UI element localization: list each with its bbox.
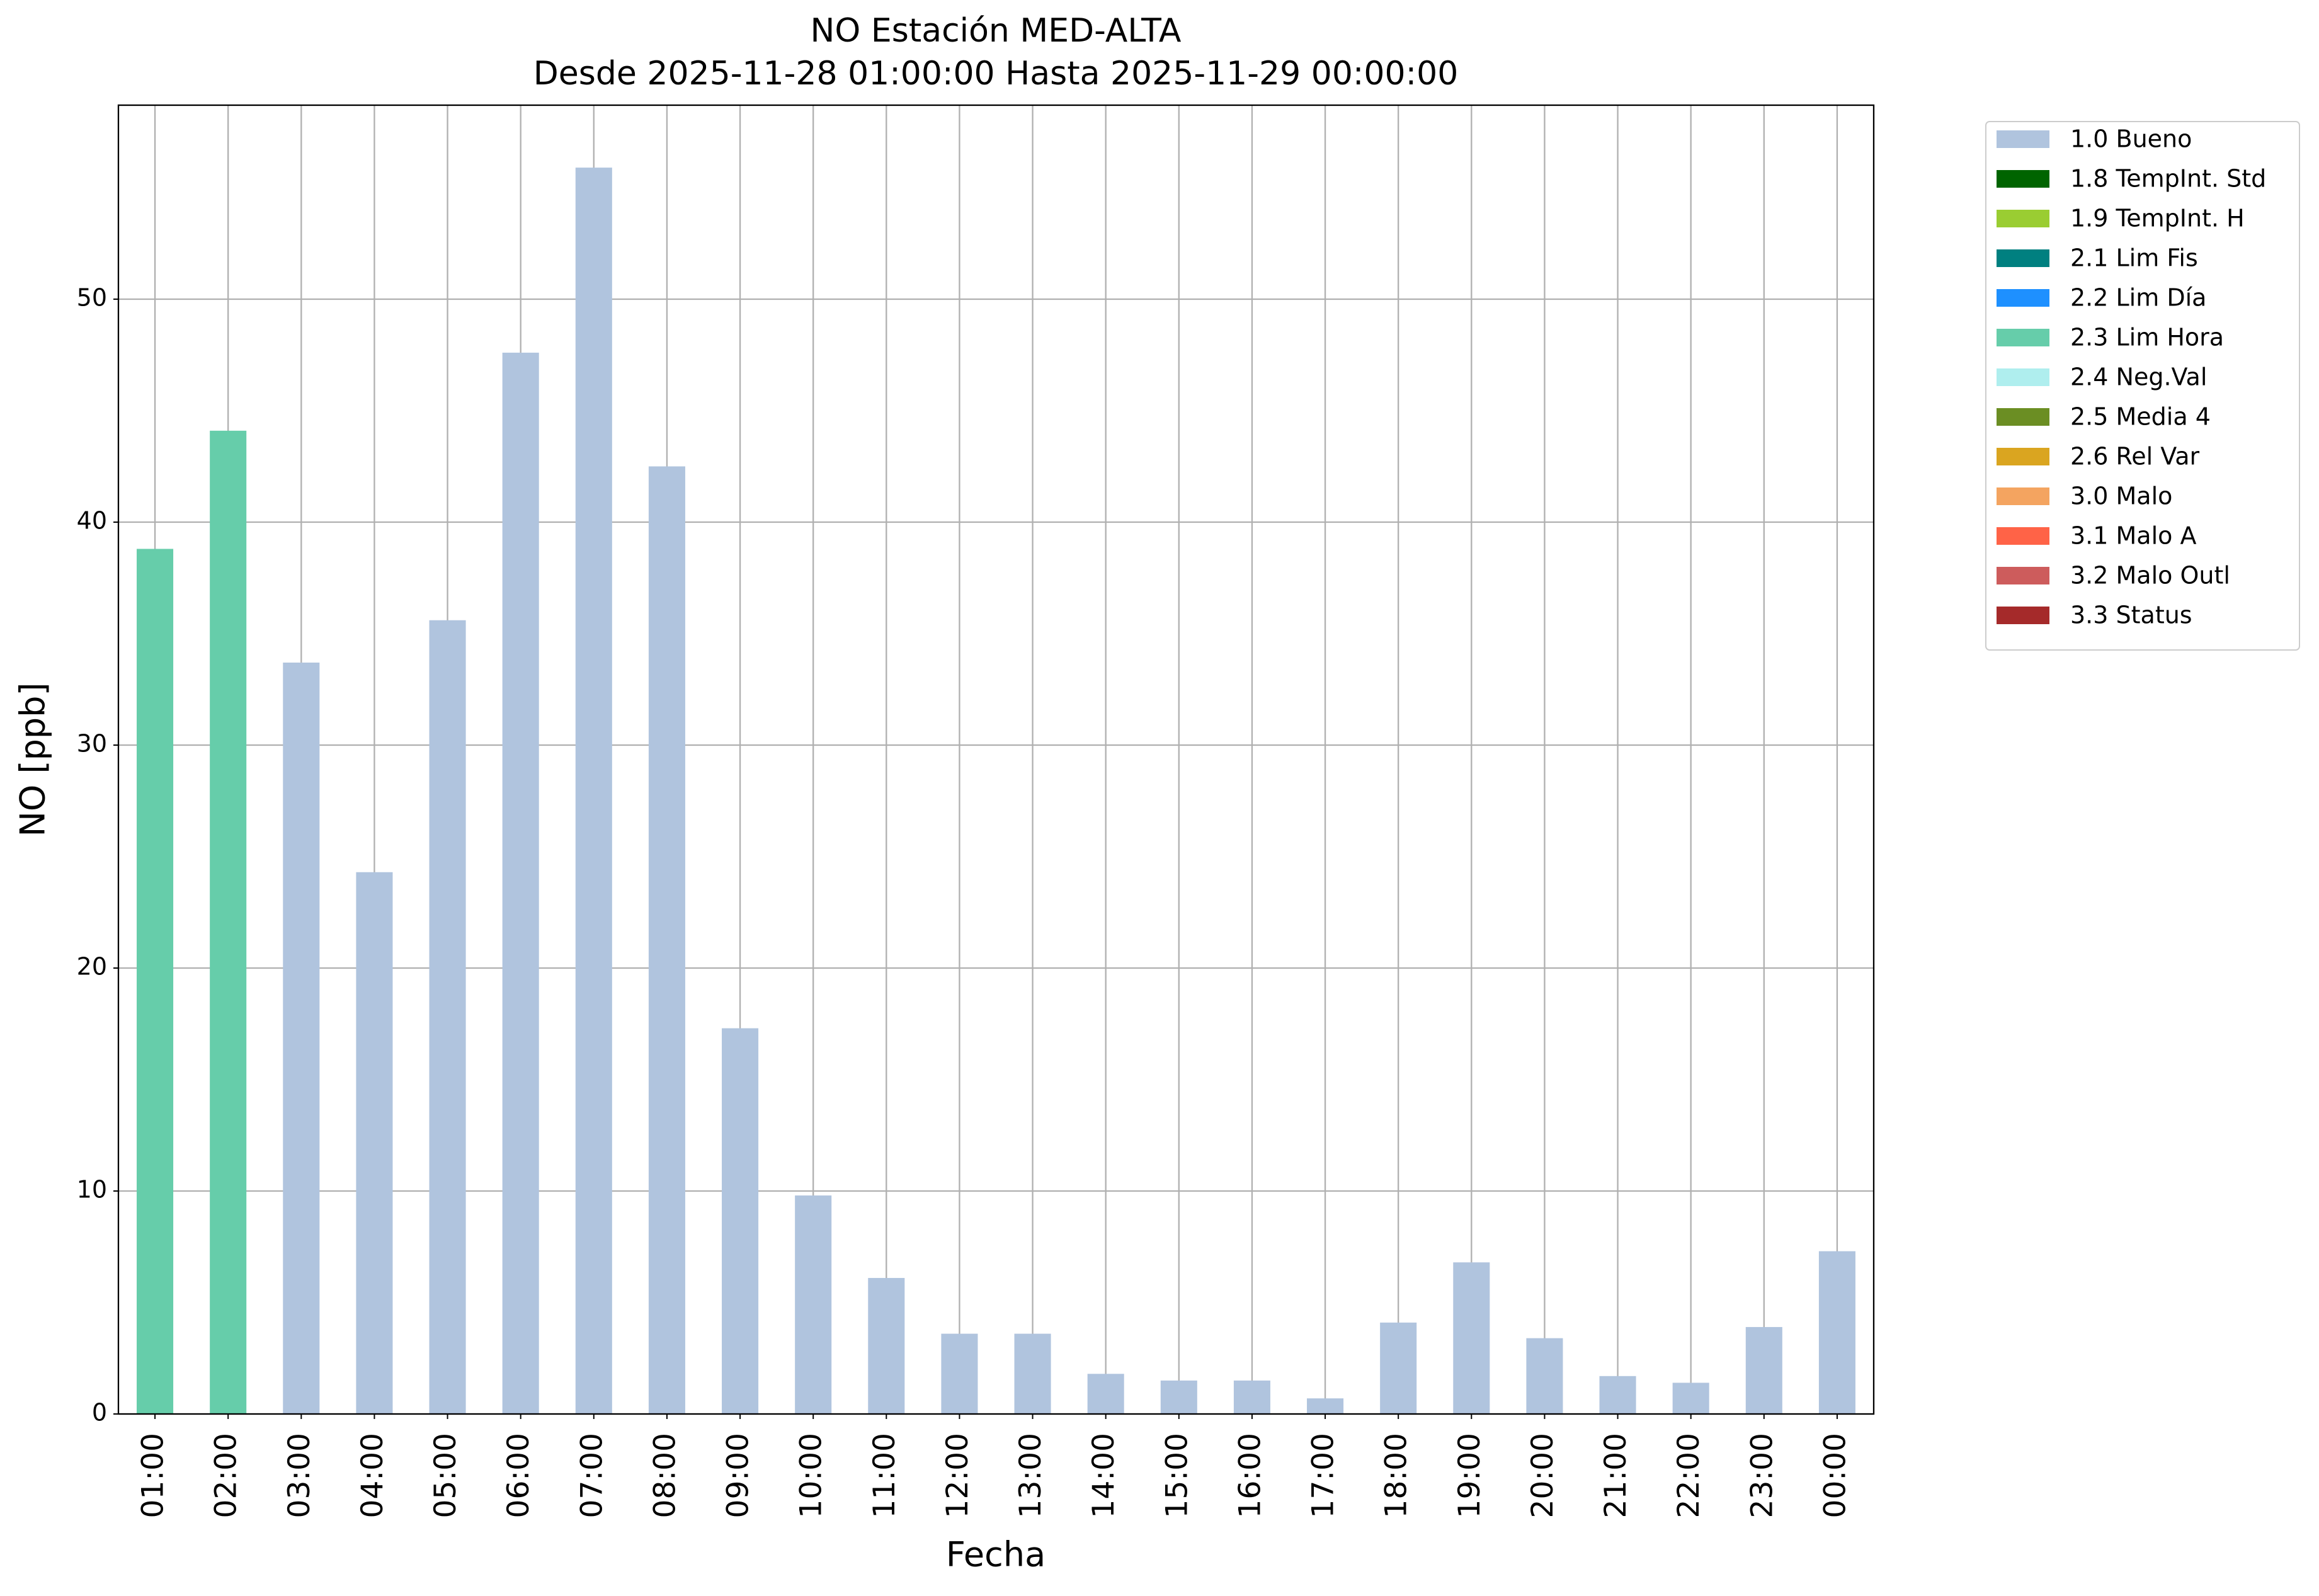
bar — [575, 168, 612, 1414]
chart-subtitle: Desde 2025-11-28 01:00:00 Hasta 2025-11-… — [533, 55, 1459, 93]
x-tick-label: 20:00 — [1525, 1433, 1560, 1518]
legend-swatch — [1997, 170, 2049, 188]
x-tick-label: 08:00 — [647, 1433, 682, 1518]
legend-label: 3.0 Malo — [2070, 482, 2172, 510]
bar — [1307, 1398, 1344, 1414]
x-tick-label: 05:00 — [428, 1433, 463, 1518]
chart-title: NO Estación MED-ALTA — [811, 12, 1182, 50]
legend-swatch — [1997, 567, 2049, 584]
legend-swatch — [1997, 368, 2049, 386]
bar — [1745, 1326, 1782, 1414]
bar — [1599, 1376, 1636, 1414]
x-tick-label: 07:00 — [574, 1433, 609, 1518]
legend-swatch — [1997, 210, 2049, 227]
x-tick-label: 01:00 — [136, 1433, 171, 1518]
bar — [1818, 1251, 1855, 1414]
x-axis-label: Fecha — [946, 1535, 1046, 1575]
bar — [1672, 1382, 1709, 1414]
x-tick-label: 11:00 — [867, 1433, 902, 1518]
bar — [1233, 1380, 1270, 1414]
bar — [1526, 1338, 1563, 1414]
bar — [1014, 1333, 1051, 1414]
legend-swatch — [1997, 527, 2049, 545]
x-tick-label: 21:00 — [1598, 1433, 1633, 1518]
y-tick-label: 30 — [77, 729, 107, 757]
bar — [1380, 1322, 1417, 1414]
legend-swatch — [1997, 408, 2049, 426]
x-tick-label: 23:00 — [1745, 1433, 1779, 1518]
legend-swatch — [1997, 607, 2049, 624]
bar — [868, 1278, 905, 1414]
bar — [502, 352, 539, 1414]
x-tick-label: 18:00 — [1379, 1433, 1414, 1518]
legend-label: 3.3 Status — [2070, 601, 2192, 629]
x-tick-label: 06:00 — [501, 1433, 536, 1518]
x-tick-label: 22:00 — [1672, 1433, 1706, 1518]
x-tick-label: 00:00 — [1818, 1433, 1852, 1518]
legend-label: 2.3 Lim Hora — [2070, 324, 2224, 351]
legend-label: 2.5 Media 4 — [2070, 403, 2211, 431]
x-tick-label: 16:00 — [1233, 1433, 1267, 1518]
legend-label: 2.2 Lim Día — [2070, 284, 2206, 312]
legend-label: 3.1 Malo A — [2070, 522, 2196, 550]
y-tick-label: 50 — [77, 283, 107, 311]
bar — [210, 430, 247, 1414]
x-tick-label: 19:00 — [1452, 1433, 1487, 1518]
bar — [941, 1333, 978, 1414]
bar — [1453, 1262, 1490, 1414]
legend-label: 3.2 Malo Outl — [2070, 562, 2230, 590]
y-axis-label: NO [ppb] — [13, 682, 53, 836]
legend-swatch — [1997, 448, 2049, 465]
bar — [137, 549, 174, 1414]
x-tick-label: 09:00 — [721, 1433, 756, 1518]
legend-swatch — [1997, 130, 2049, 148]
x-tick-label: 02:00 — [209, 1433, 244, 1518]
y-tick-label: 10 — [77, 1175, 107, 1203]
legend-swatch — [1997, 329, 2049, 346]
x-tick-label: 04:00 — [355, 1433, 390, 1518]
bar — [429, 620, 466, 1415]
x-tick-label: 13:00 — [1013, 1433, 1048, 1518]
x-tick-label: 14:00 — [1086, 1433, 1121, 1518]
plot-frame — [117, 104, 1875, 1415]
y-tick-label: 20 — [77, 952, 107, 980]
legend-box — [1985, 121, 2300, 651]
y-tick-label: 0 — [92, 1399, 107, 1427]
legend-label: 1.8 TempInt. Std — [2070, 165, 2266, 193]
bar — [795, 1195, 832, 1414]
x-tick-label: 10:00 — [794, 1433, 829, 1518]
bar — [1087, 1374, 1124, 1414]
legend-swatch — [1997, 249, 2049, 267]
bar — [648, 466, 685, 1414]
legend-label: 2.4 Neg.Val — [2070, 363, 2207, 391]
legend-label: 1.9 TempInt. H — [2070, 205, 2245, 232]
legend-label: 1.0 Bueno — [2070, 125, 2192, 153]
bar — [722, 1028, 759, 1414]
bar — [356, 872, 393, 1414]
legend-label: 2.6 Rel Var — [2070, 443, 2200, 470]
bar — [1160, 1380, 1197, 1414]
x-tick-label: 17:00 — [1306, 1433, 1341, 1518]
legend-label: 2.1 Lim Fis — [2070, 244, 2198, 272]
x-tick-label: 03:00 — [282, 1433, 317, 1518]
x-tick-label: 15:00 — [1160, 1433, 1194, 1518]
legend-swatch — [1997, 487, 2049, 505]
y-tick-label: 40 — [77, 506, 107, 534]
x-tick-label: 12:00 — [940, 1433, 975, 1518]
legend-swatch — [1997, 289, 2049, 307]
bar — [283, 663, 320, 1414]
